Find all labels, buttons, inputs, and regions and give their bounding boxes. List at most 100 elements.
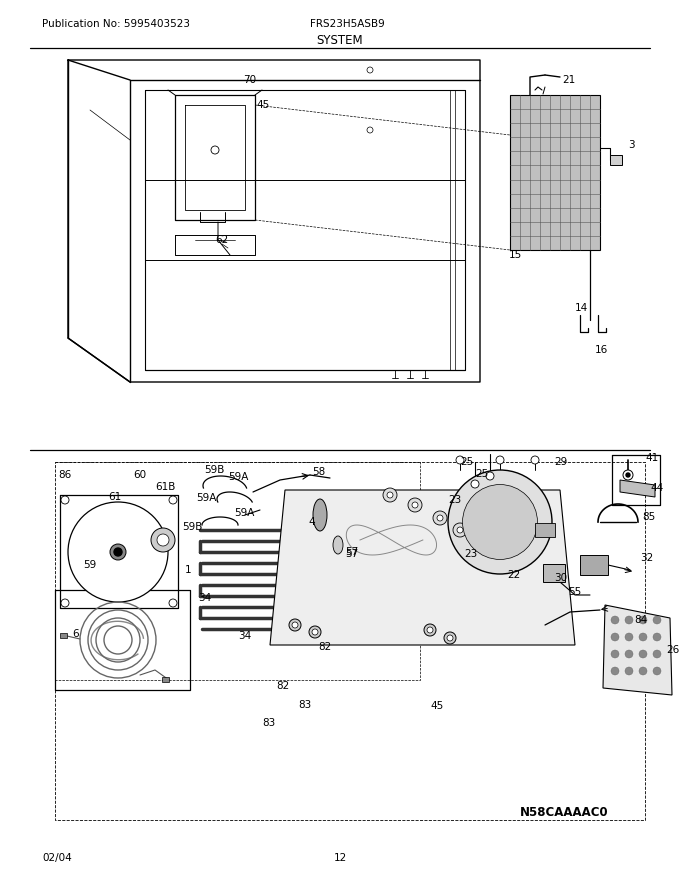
Text: 4: 4 [308,517,315,527]
Circle shape [611,667,619,675]
Circle shape [61,496,69,504]
Circle shape [68,502,168,602]
Circle shape [625,616,633,624]
Text: 34: 34 [238,631,251,641]
Text: 83: 83 [262,718,275,728]
Circle shape [151,528,175,552]
Circle shape [496,456,504,464]
Text: 70: 70 [243,75,256,85]
Bar [60,633,67,638]
Text: 59A: 59A [234,508,254,518]
Circle shape [639,616,647,624]
Text: 85: 85 [642,512,656,522]
Text: 82: 82 [276,681,289,691]
Circle shape [471,480,479,488]
Circle shape [289,619,301,631]
Text: 12: 12 [333,853,347,863]
Text: 62: 62 [215,235,228,245]
Text: 25: 25 [460,457,473,467]
Circle shape [157,534,169,546]
Circle shape [447,635,453,641]
Text: 59B: 59B [204,465,224,475]
Circle shape [623,470,633,480]
Text: 61B: 61B [155,482,175,492]
Text: 23: 23 [448,495,461,505]
Polygon shape [270,490,575,645]
Ellipse shape [313,499,327,531]
Text: 25: 25 [475,469,488,479]
Circle shape [611,633,619,641]
Text: 57: 57 [345,547,358,557]
Circle shape [211,146,219,154]
Circle shape [457,527,463,533]
Circle shape [639,667,647,675]
Circle shape [462,485,537,560]
Text: 22: 22 [507,570,520,580]
Text: 86: 86 [58,470,71,480]
Circle shape [653,633,661,641]
Text: N58CAAAAC0: N58CAAAAC0 [520,805,609,818]
Text: 32: 32 [640,553,653,563]
Text: 23: 23 [464,549,477,559]
Circle shape [444,632,456,644]
Text: 3: 3 [628,140,634,150]
Circle shape [383,488,397,502]
Text: 82: 82 [318,642,331,652]
Bar [162,677,169,682]
Circle shape [312,629,318,635]
Circle shape [169,496,177,504]
Text: 34: 34 [198,593,211,603]
Text: 59: 59 [83,560,97,570]
Bar [543,564,565,582]
Circle shape [110,544,126,560]
Circle shape [653,667,661,675]
Text: 59A: 59A [196,493,216,503]
Circle shape [169,599,177,607]
Text: 59B: 59B [182,522,203,532]
Text: 55: 55 [568,587,581,597]
Circle shape [448,470,552,574]
Circle shape [639,633,647,641]
Circle shape [486,472,494,480]
Polygon shape [603,605,672,695]
Text: 44: 44 [650,483,663,493]
Circle shape [611,650,619,658]
Text: 83: 83 [298,700,311,710]
Text: 15: 15 [509,250,522,260]
Bar [535,523,555,537]
Text: SYSTEM: SYSTEM [317,33,363,47]
Text: 45: 45 [430,701,443,711]
Text: 58: 58 [312,467,325,477]
Text: 29: 29 [554,457,567,467]
Text: 84: 84 [634,615,647,625]
Circle shape [639,650,647,658]
Circle shape [427,627,433,633]
Circle shape [625,633,633,641]
Polygon shape [510,95,600,250]
Circle shape [453,523,467,537]
Circle shape [653,650,661,658]
Circle shape [626,473,630,477]
Text: FRS23H5ASB9: FRS23H5ASB9 [310,19,385,29]
Text: 57: 57 [345,549,358,559]
Circle shape [424,624,436,636]
Text: 26: 26 [666,645,679,655]
Text: 60: 60 [133,470,146,480]
Polygon shape [620,480,655,497]
Text: 59A: 59A [228,472,248,482]
Circle shape [625,650,633,658]
Circle shape [114,548,122,556]
Bar [610,155,622,165]
Circle shape [625,667,633,675]
Circle shape [408,498,422,512]
Circle shape [387,492,393,498]
Circle shape [292,622,298,628]
Circle shape [611,616,619,624]
Circle shape [653,616,661,624]
Text: 6: 6 [72,629,79,639]
Circle shape [309,626,321,638]
Text: 02/04: 02/04 [42,853,72,863]
Circle shape [433,511,447,525]
Text: 1: 1 [185,565,192,575]
Text: 30: 30 [554,573,567,583]
